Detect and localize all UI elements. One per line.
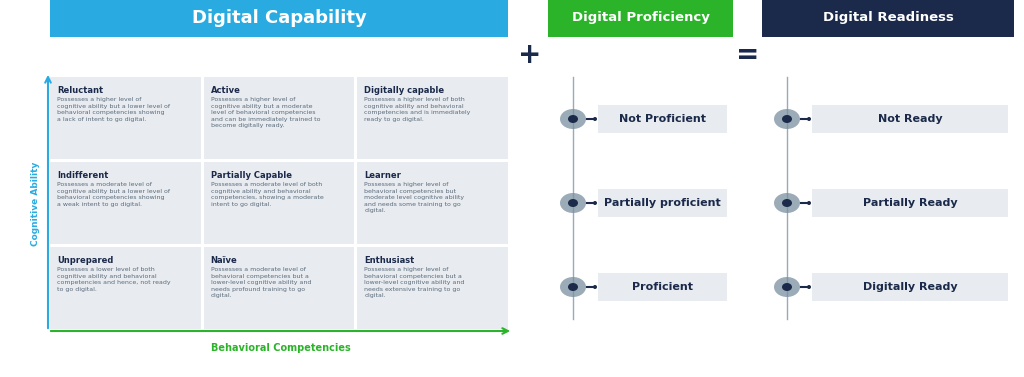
Bar <box>598 273 727 301</box>
Bar <box>204 162 354 244</box>
Bar <box>812 105 1008 133</box>
Text: Active: Active <box>211 86 241 95</box>
Text: Possesses a higher level of
behavioral competencies but
moderate level cognitive: Possesses a higher level of behavioral c… <box>365 182 465 213</box>
Ellipse shape <box>782 199 792 207</box>
Ellipse shape <box>568 199 578 207</box>
Circle shape <box>807 285 811 289</box>
Text: Digital Capability: Digital Capability <box>191 9 367 27</box>
Text: Naïve: Naïve <box>211 256 238 265</box>
Text: Learner: Learner <box>365 171 401 180</box>
Text: Digital Readiness: Digital Readiness <box>822 12 953 25</box>
Bar <box>204 77 354 159</box>
Text: Reluctant: Reluctant <box>57 86 103 95</box>
Text: Possesses a moderate level of
cognitive ability but a lower level of
behavioral : Possesses a moderate level of cognitive … <box>57 182 170 207</box>
Bar <box>762 0 1014 37</box>
Text: Possesses a moderate level of both
cognitive ability and behavioral
competencies: Possesses a moderate level of both cogni… <box>211 182 324 207</box>
Ellipse shape <box>568 283 578 291</box>
Bar <box>357 77 508 159</box>
Text: Not Ready: Not Ready <box>878 114 942 124</box>
Circle shape <box>807 117 811 121</box>
Text: Digital Proficiency: Digital Proficiency <box>571 12 710 25</box>
Text: Unprepared: Unprepared <box>57 256 114 265</box>
Text: Possesses a higher level of
cognitive ability but a lower level of
behavioral co: Possesses a higher level of cognitive ab… <box>57 97 170 122</box>
Circle shape <box>593 285 597 289</box>
Bar <box>812 189 1008 217</box>
Text: Proficient: Proficient <box>632 282 693 292</box>
Ellipse shape <box>560 277 586 297</box>
Text: Digitally capable: Digitally capable <box>365 86 444 95</box>
Ellipse shape <box>782 283 792 291</box>
Circle shape <box>593 201 597 205</box>
Circle shape <box>593 117 597 121</box>
Bar <box>357 247 508 329</box>
Bar <box>50 247 201 329</box>
Bar <box>598 105 727 133</box>
Bar <box>50 162 201 244</box>
Bar <box>598 189 727 217</box>
Text: Enthusiast: Enthusiast <box>365 256 415 265</box>
Circle shape <box>807 201 811 205</box>
Text: Digitally Ready: Digitally Ready <box>862 282 957 292</box>
Ellipse shape <box>774 193 800 213</box>
Text: Possesses a lower level of both
cognitive ability and behavioral
competencies an: Possesses a lower level of both cognitiv… <box>57 267 171 292</box>
Ellipse shape <box>568 115 578 123</box>
Text: Partially proficient: Partially proficient <box>604 198 721 208</box>
Text: Cognitive Ability: Cognitive Ability <box>32 162 41 246</box>
Bar <box>204 247 354 329</box>
Text: Behavioral Competencies: Behavioral Competencies <box>211 343 350 353</box>
Text: Possesses a higher level of
behavioral competencies but a
lower-level cognitive : Possesses a higher level of behavioral c… <box>365 267 465 299</box>
Ellipse shape <box>774 109 800 129</box>
Text: Partially Ready: Partially Ready <box>862 198 957 208</box>
Text: Possesses a higher level of both
cognitive ability and behavioral
competencies a: Possesses a higher level of both cogniti… <box>365 97 471 122</box>
Text: =: = <box>736 41 760 69</box>
Bar <box>812 273 1008 301</box>
Text: Possesses a moderate level of
behavioral competencies but a
lower-level cognitiv: Possesses a moderate level of behavioral… <box>211 267 311 299</box>
Bar <box>50 77 201 159</box>
Ellipse shape <box>560 109 586 129</box>
Ellipse shape <box>774 277 800 297</box>
Ellipse shape <box>782 115 792 123</box>
Text: +: + <box>518 41 542 69</box>
Bar <box>50 0 508 37</box>
Text: Not Proficient: Not Proficient <box>618 114 706 124</box>
Text: Possesses a higher level of
cognitive ability but a moderate
level of behavioral: Possesses a higher level of cognitive ab… <box>211 97 321 129</box>
Text: Partially Capable: Partially Capable <box>211 171 292 180</box>
Bar <box>357 162 508 244</box>
Text: Indifferent: Indifferent <box>57 171 109 180</box>
Ellipse shape <box>560 193 586 213</box>
Bar <box>548 0 733 37</box>
